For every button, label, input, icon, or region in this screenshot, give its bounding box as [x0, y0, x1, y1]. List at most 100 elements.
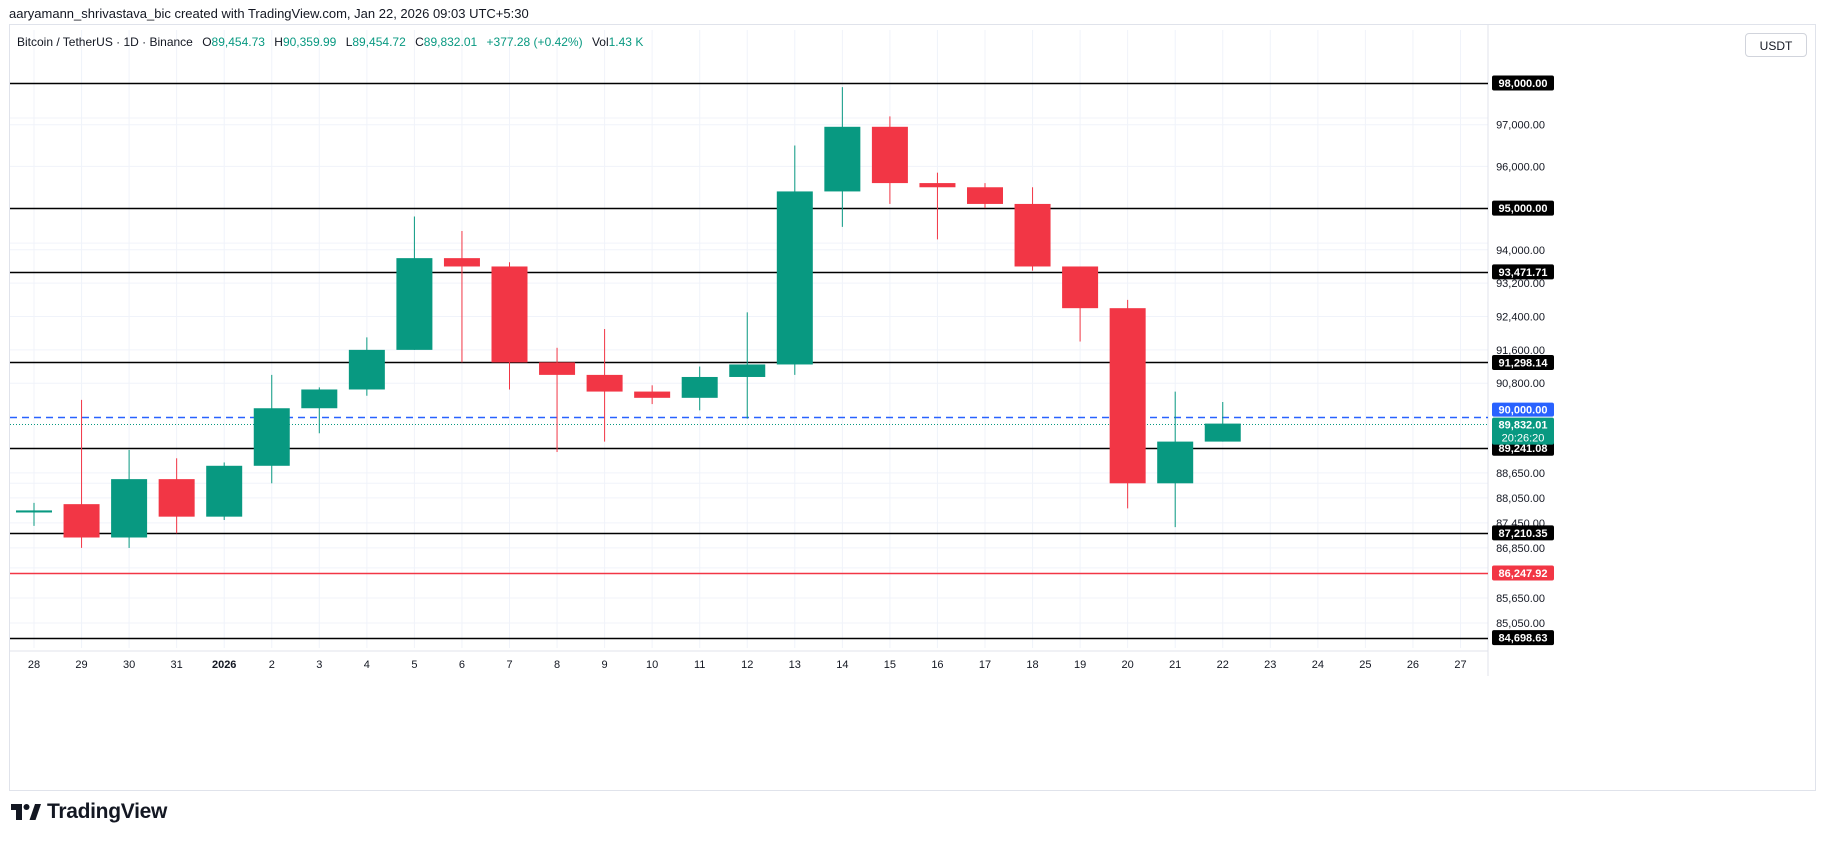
symbol-title[interactable]: Bitcoin / TetherUS · 1D · Binance — [17, 35, 193, 49]
y-tick-label: 91,600.00 — [1496, 345, 1545, 357]
y-tick-label: 92,400.00 — [1496, 312, 1545, 324]
candle-body[interactable] — [586, 374, 623, 392]
candle-body[interactable] — [1014, 203, 1051, 267]
last-price-label: 89,832.01 — [1499, 420, 1548, 432]
candle-body[interactable] — [111, 479, 148, 538]
volume-value: 1.43 K — [608, 35, 644, 49]
symbol-legend: Bitcoin / TetherUS · 1D · Binance O89,45… — [17, 35, 643, 49]
level-price-label-bg — [1492, 75, 1554, 91]
candle-body[interactable] — [634, 391, 671, 398]
x-tick-label: 26 — [1407, 659, 1419, 671]
currency-button[interactable]: USDT — [1745, 33, 1807, 57]
level-price-label: 86,247.92 — [1499, 568, 1548, 580]
candle-body[interactable] — [824, 126, 861, 192]
candle-body[interactable] — [348, 349, 385, 390]
last-price-label-bg — [1492, 417, 1554, 445]
x-tick-label: 28 — [28, 659, 40, 671]
level-price-label: 89,241.08 — [1499, 443, 1548, 455]
candle-body[interactable] — [253, 408, 290, 466]
x-tick-label: 2026 — [212, 659, 236, 671]
candle-body[interactable] — [443, 258, 480, 267]
x-tick-label: 6 — [459, 659, 465, 671]
y-tick-label: 93,200.00 — [1496, 278, 1545, 290]
chart-frame — [9, 24, 1816, 791]
candle-body[interactable] — [491, 266, 528, 363]
x-tick-label: 7 — [506, 659, 512, 671]
candle-body[interactable] — [539, 362, 576, 375]
level-price-label: 95,000.00 — [1499, 203, 1548, 215]
level-price-label-bg — [1492, 264, 1554, 280]
low-label: L — [345, 35, 353, 49]
y-tick-label: 86,850.00 — [1496, 543, 1545, 555]
change-value: +377.28 (+0.42%) — [486, 35, 583, 49]
x-tick-label: 18 — [1026, 659, 1038, 671]
y-tick-label: 96,000.00 — [1496, 161, 1545, 173]
x-tick-label: 4 — [364, 659, 370, 671]
dashed-level-price-label: 90,000.00 — [1499, 405, 1548, 417]
y-tick-label: 88,650.00 — [1496, 468, 1545, 480]
level-price-label: 87,210.35 — [1499, 528, 1548, 540]
x-tick-label: 31 — [171, 659, 183, 671]
x-tick-label: 13 — [789, 659, 801, 671]
level-price-label-bg — [1492, 525, 1554, 541]
candle-body[interactable] — [967, 187, 1003, 204]
x-tick-label: 22 — [1217, 659, 1229, 671]
candle-body[interactable] — [396, 258, 433, 350]
x-tick-label: 30 — [123, 659, 135, 671]
candle-body[interactable] — [1157, 441, 1194, 484]
x-tick-label: 21 — [1169, 659, 1181, 671]
x-tick-label: 3 — [316, 659, 322, 671]
x-tick-label: 11 — [694, 659, 705, 671]
x-tick-label: 25 — [1359, 659, 1371, 671]
x-tick-label: 5 — [411, 659, 417, 671]
x-tick-label: 27 — [1454, 659, 1466, 671]
y-tick-label: 88,050.00 — [1496, 493, 1545, 505]
high-value: 90,359.99 — [282, 35, 337, 49]
level-price-label-bg — [1492, 565, 1554, 581]
x-tick-label: 29 — [75, 659, 87, 671]
countdown-label: 20:26:20 — [1502, 433, 1545, 445]
y-tick-label: 94,000.00 — [1496, 245, 1545, 257]
candle-body[interactable] — [16, 510, 52, 513]
level-price-label-bg — [1492, 200, 1554, 216]
x-tick-label: 23 — [1264, 659, 1276, 671]
volume-label: Vol — [591, 35, 609, 49]
x-tick-label: 2 — [269, 659, 275, 671]
x-tick-label: 14 — [836, 659, 848, 671]
open-value: 89,454.73 — [211, 35, 265, 49]
y-tick-label: 90,800.00 — [1496, 378, 1545, 390]
x-tick-label: 16 — [931, 659, 943, 671]
candle-body[interactable] — [301, 389, 338, 409]
y-tick-label: 85,050.00 — [1496, 618, 1545, 630]
candle-body[interactable] — [1109, 308, 1146, 484]
level-price-label-bg — [1492, 630, 1554, 646]
candle-body[interactable] — [63, 504, 100, 538]
level-price-label: 84,698.63 — [1499, 633, 1548, 645]
x-tick-label: 8 — [554, 659, 560, 671]
tradingview-logo[interactable]: TradingView — [11, 800, 167, 824]
candle-body[interactable] — [919, 183, 956, 188]
tradingview-logo-text: TradingView — [47, 800, 168, 823]
low-value: 89,454.72 — [352, 35, 406, 49]
candle-body[interactable] — [776, 191, 813, 365]
candle-body[interactable] — [1204, 423, 1241, 442]
open-label: O — [202, 35, 212, 49]
x-tick-label: 19 — [1074, 659, 1086, 671]
close-value: 89,832.01 — [423, 35, 478, 49]
level-price-label: 91,298.14 — [1499, 357, 1549, 369]
candle-body[interactable] — [681, 376, 718, 398]
close-label: C — [415, 35, 424, 49]
x-tick-label: 10 — [646, 659, 658, 671]
chart-credit: aaryamann_shrivastava_bic created with T… — [9, 6, 529, 21]
x-tick-label: 24 — [1312, 659, 1324, 671]
x-tick-label: 15 — [884, 659, 896, 671]
candle-body[interactable] — [206, 465, 243, 517]
candle-body[interactable] — [729, 364, 766, 377]
tradingview-logo-icon — [11, 804, 41, 820]
level-price-label-bg — [1492, 354, 1554, 370]
candle-body[interactable] — [158, 479, 195, 517]
candle-body[interactable] — [871, 126, 908, 184]
level-price-label: 93,471.71 — [1499, 267, 1548, 279]
candle-body[interactable] — [1062, 266, 1099, 309]
